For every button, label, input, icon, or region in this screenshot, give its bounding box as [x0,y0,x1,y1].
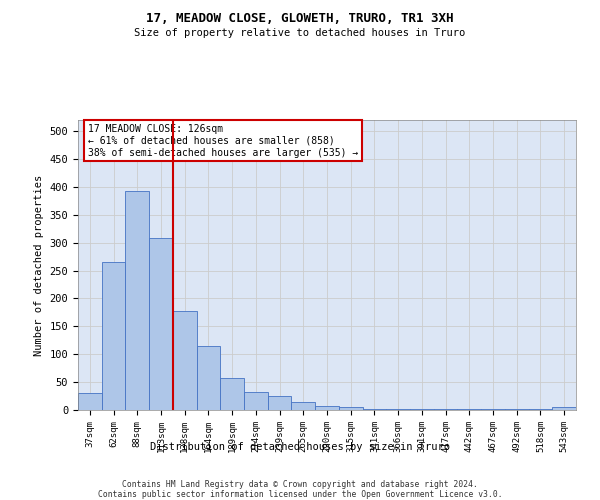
Bar [410,409,434,410]
Bar [292,402,315,410]
Bar [505,409,529,410]
Bar [102,262,125,410]
Bar [78,394,102,410]
Bar [244,392,268,410]
Text: Contains HM Land Registry data © Crown copyright and database right 2024.: Contains HM Land Registry data © Crown c… [122,480,478,489]
Text: Distribution of detached houses by size in Truro: Distribution of detached houses by size … [150,442,450,452]
Text: Size of property relative to detached houses in Truro: Size of property relative to detached ho… [134,28,466,38]
Text: 17, MEADOW CLOSE, GLOWETH, TRURO, TR1 3XH: 17, MEADOW CLOSE, GLOWETH, TRURO, TR1 3X… [146,12,454,26]
Bar [268,396,292,410]
Bar [529,409,552,410]
Bar [362,409,386,410]
Bar [149,238,173,410]
Bar [125,191,149,410]
Bar [457,409,481,410]
Bar [386,409,410,410]
Text: 17 MEADOW CLOSE: 126sqm
← 61% of detached houses are smaller (858)
38% of semi-d: 17 MEADOW CLOSE: 126sqm ← 61% of detache… [88,124,358,158]
Bar [315,406,339,410]
Bar [197,346,220,410]
Y-axis label: Number of detached properties: Number of detached properties [34,174,44,356]
Text: Contains public sector information licensed under the Open Government Licence v3: Contains public sector information licen… [98,490,502,499]
Bar [434,409,457,410]
Bar [481,409,505,410]
Bar [552,407,576,410]
Bar [173,310,197,410]
Bar [220,378,244,410]
Bar [339,407,362,410]
